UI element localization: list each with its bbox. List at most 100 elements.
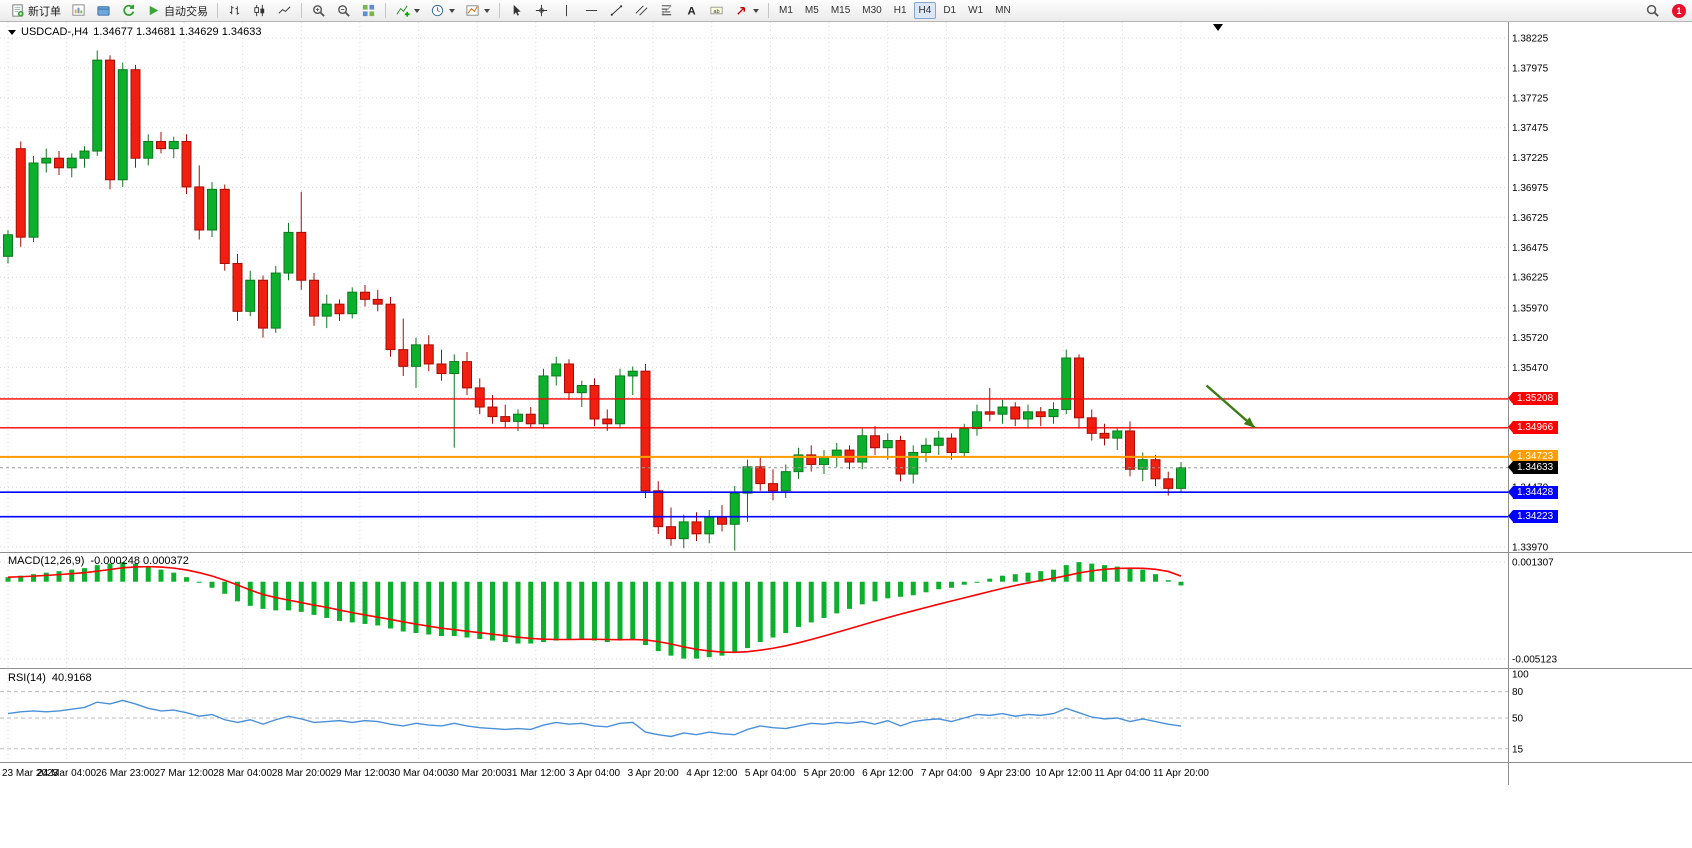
time-axis[interactable] [0, 763, 1508, 785]
new-order-label: 新订单 [28, 5, 61, 18]
timeframe-d1[interactable]: D1 [943, 5, 957, 16]
macd-histogram-bar [439, 581, 444, 637]
macd-histogram-bar [120, 562, 126, 582]
chart-menu-icon[interactable] [8, 29, 16, 35]
candle-body [309, 279, 319, 317]
price-axis-label: 1.36475 [1512, 243, 1549, 254]
macd-histogram-bar [643, 581, 648, 646]
zoom-in-button[interactable] [307, 0, 330, 21]
candle-body [1061, 357, 1072, 410]
crosshair-button[interactable] [530, 0, 553, 21]
macd-histogram-bar [451, 581, 457, 637]
candle-body [334, 303, 345, 315]
support-2-tag[interactable]: 1.34223 [1507, 510, 1559, 524]
periods-button[interactable] [426, 0, 459, 21]
support-1-tag[interactable]: 1.34428 [1507, 485, 1559, 499]
macd-histogram-bar [5, 577, 11, 582]
search-button[interactable] [1641, 0, 1664, 21]
pane-divider-timeaxis [0, 762, 1692, 763]
profiles-button[interactable] [92, 0, 115, 21]
timeframe-m15[interactable]: M15 [830, 5, 851, 16]
search-icon [1645, 3, 1660, 18]
candle-body [576, 385, 587, 394]
notification-badge[interactable]: 1 [1672, 3, 1686, 18]
tile-icon [361, 3, 376, 18]
pane-divider-rsi[interactable] [0, 668, 1692, 669]
macd-histogram-bar [515, 581, 521, 644]
macd-histogram-bar [324, 581, 330, 618]
price-axis-label: 1.37975 [1512, 63, 1549, 74]
candlestick-mode-button[interactable] [248, 0, 271, 21]
indicators-button[interactable] [391, 0, 424, 21]
new-chart-button[interactable] [67, 0, 90, 21]
macd-histogram-bar [145, 566, 151, 582]
macd-axis-label: -0.005123 [1512, 655, 1557, 666]
candle-body [423, 344, 434, 365]
macd-histogram-bar [349, 581, 355, 623]
time-axis-label: 11 Apr 04:00 [1094, 768, 1150, 779]
macd-histogram-bar [987, 578, 993, 582]
candle-body [3, 234, 13, 257]
templates-button[interactable] [461, 0, 494, 21]
fibonacci-button[interactable] [655, 0, 678, 21]
horizontal-line-button[interactable] [580, 0, 603, 21]
trend-arrow-head[interactable] [1243, 417, 1255, 428]
price-axis-label: 1.36225 [1512, 273, 1549, 284]
macd-histogram-bar [630, 581, 636, 640]
timeframe-w1[interactable]: W1 [968, 5, 984, 16]
timeframe-m5[interactable]: M5 [804, 5, 819, 16]
macd-histogram-bar [1165, 580, 1171, 582]
timeframe-h1[interactable]: H1 [893, 5, 907, 16]
candle-body [500, 416, 511, 422]
candle-body [296, 231, 307, 281]
line-chart-mode-button[interactable] [273, 0, 296, 21]
macd-histogram-bar [298, 581, 304, 612]
candle-body [984, 411, 995, 415]
candle-body [1112, 430, 1123, 439]
pane-divider-macd[interactable] [0, 552, 1692, 553]
macd-histogram-bar [796, 581, 801, 627]
timeframe-m30[interactable]: M30 [862, 5, 882, 16]
candle-body [1035, 411, 1046, 418]
text-label-button[interactable]: ab [705, 0, 728, 21]
macd-histogram-bar [235, 581, 240, 602]
new-order-button[interactable]: 新订单 [6, 0, 65, 21]
candle-body [283, 231, 294, 274]
bar-chart-mode-button[interactable] [223, 0, 246, 21]
candle-body [143, 140, 154, 159]
candle-body [627, 370, 638, 377]
zoom-out-button[interactable] [332, 0, 355, 21]
candle-body [385, 303, 396, 351]
time-axis-label: 28 Mar 04:00 [213, 768, 272, 779]
text-button[interactable]: A [680, 0, 703, 21]
time-axis-label: 24 Mar 04:00 [37, 768, 96, 779]
macd-histogram-bar [859, 581, 865, 605]
chart-shift-marker[interactable] [1213, 24, 1223, 31]
equidistant-channel-button[interactable] [630, 0, 653, 21]
arrows-button[interactable] [730, 0, 763, 21]
chevron-down-icon [753, 8, 759, 13]
refresh-button[interactable] [117, 0, 140, 21]
timeframe-h4[interactable]: H4 [913, 2, 937, 19]
price-axis-label: 1.33970 [1512, 543, 1549, 554]
resistance-1-tag[interactable]: 1.35208 [1507, 392, 1559, 406]
resistance-2-tag[interactable]: 1.34966 [1507, 421, 1559, 435]
pivot-tag[interactable]: 1.34723 [1507, 450, 1559, 464]
macd-histogram-bar [133, 563, 138, 582]
cursor-button[interactable] [505, 0, 528, 21]
candle-type-icon [252, 3, 267, 18]
macd-signal-line [7, 565, 1182, 654]
trendline-button[interactable] [605, 0, 628, 21]
auto-trading-button[interactable]: 自动交易 [142, 0, 212, 21]
macd-histogram-bar [770, 581, 776, 638]
periods-icon [430, 3, 445, 18]
vertical-line-button[interactable] [555, 0, 578, 21]
macd-histogram-bar [847, 581, 852, 609]
current-price-tag[interactable]: 1.34633 [1507, 461, 1559, 475]
trend-icon [609, 3, 624, 18]
timeframe-m1[interactable]: M1 [779, 5, 793, 16]
timeframe-mn[interactable]: MN [995, 5, 1011, 16]
candle-body [921, 444, 931, 453]
tile-windows-button[interactable] [357, 0, 380, 21]
